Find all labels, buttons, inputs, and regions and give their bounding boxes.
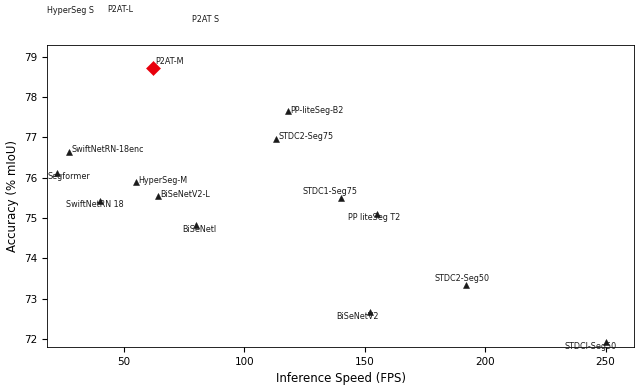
Text: P2AT-L: P2AT-L [108,5,133,14]
Text: Segformer: Segformer [47,172,90,181]
Text: P2AT S: P2AT S [191,15,219,24]
Text: PP-liteSeg-B2: PP-liteSeg-B2 [290,106,344,115]
Text: STDC2-Seg75: STDC2-Seg75 [278,133,333,142]
Text: STDC2-Seg50: STDC2-Seg50 [435,274,490,283]
X-axis label: Inference Speed (FPS): Inference Speed (FPS) [276,373,406,386]
Text: BiSeNetV2: BiSeNetV2 [336,312,378,321]
Text: PP liteSeg T2: PP liteSeg T2 [348,213,400,222]
Text: HyperSeg-M: HyperSeg-M [138,176,188,185]
Text: SwiftNetRN-18enc: SwiftNetRN-18enc [71,145,143,154]
Text: STDC1-Seg75: STDC1-Seg75 [302,187,357,196]
Y-axis label: Accuracy (% mIoU): Accuracy (% mIoU) [6,140,19,252]
Text: P2AT-M: P2AT-M [156,57,184,66]
Text: SwiftNetRN 18: SwiftNetRN 18 [67,200,124,209]
Text: STDCI-Seg50: STDCI-Seg50 [564,342,617,351]
Text: BiSeNetI: BiSeNetI [182,225,216,234]
Text: BiSeNetV2-L: BiSeNetV2-L [160,190,210,199]
Text: HyperSeg S: HyperSeg S [47,6,94,15]
